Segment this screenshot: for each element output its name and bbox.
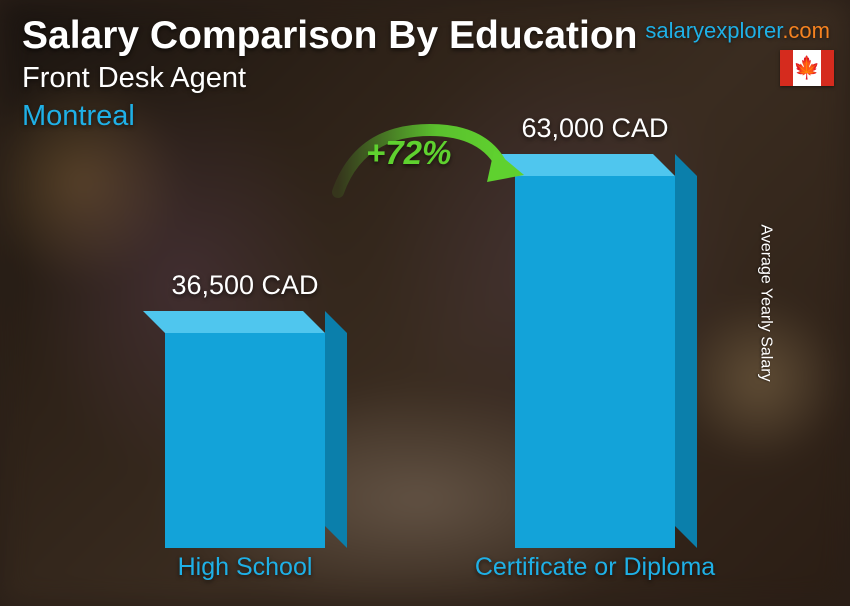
bar-value-label: 36,500 CAD bbox=[115, 270, 375, 301]
delta-badge: +72% bbox=[366, 134, 451, 172]
branding-text: salaryexplorer.com bbox=[645, 18, 830, 44]
bar bbox=[165, 333, 325, 548]
maple-leaf-icon: 🍁 bbox=[793, 57, 820, 79]
branding-part-b: .com bbox=[782, 18, 830, 43]
bar bbox=[515, 176, 675, 548]
branding-part-a: salaryexplorer bbox=[645, 18, 782, 43]
bar-top-face bbox=[493, 154, 675, 176]
bar-value-label: 63,000 CAD bbox=[465, 113, 725, 144]
bar-side-face bbox=[675, 154, 697, 548]
chart-location: Montreal bbox=[22, 100, 135, 133]
bar-category-label: Certificate or Diploma bbox=[465, 553, 725, 582]
bar-top-face bbox=[143, 311, 325, 333]
chart-subtitle: Front Desk Agent bbox=[22, 62, 246, 95]
flag-canada: 🍁 bbox=[780, 50, 834, 86]
bar-wrap bbox=[165, 333, 325, 548]
bar-side-face bbox=[325, 311, 347, 548]
bar-chart: 36,500 CADHigh School63,000 CADCertifica… bbox=[0, 150, 850, 588]
bar-category-label: High School bbox=[115, 553, 375, 582]
chart-title: Salary Comparison By Education bbox=[22, 14, 638, 58]
bar-wrap bbox=[515, 176, 675, 548]
